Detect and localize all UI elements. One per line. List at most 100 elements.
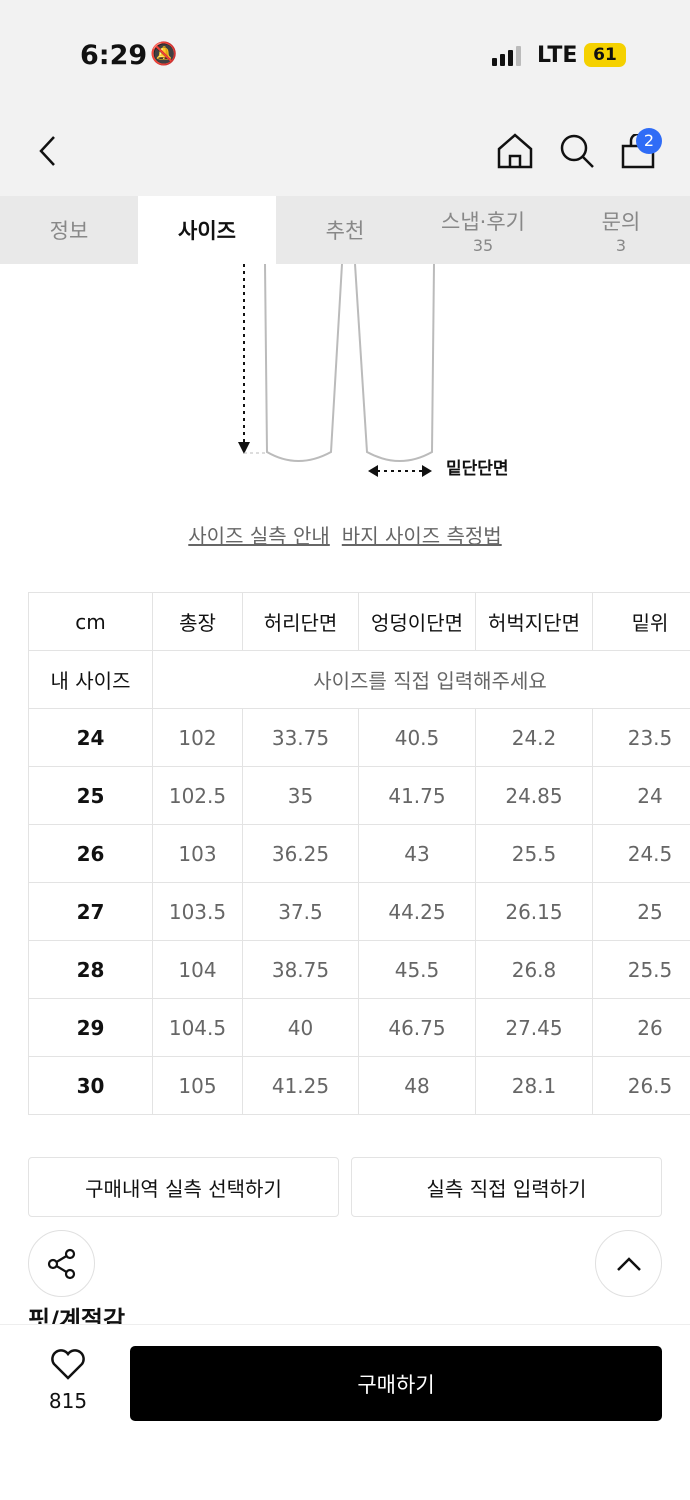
header-cell: 밑위: [592, 592, 690, 651]
my-size-label: 내 사이즈: [28, 650, 153, 709]
scroll-top-button[interactable]: [595, 1230, 662, 1297]
size-cell: 24: [28, 708, 153, 767]
tab-reviews[interactable]: 스냅·후기 35: [414, 196, 552, 264]
buy-button[interactable]: 구매하기: [130, 1346, 662, 1421]
table-row: 30 105 41.25 48 28.1 26.5: [28, 1056, 690, 1115]
size-cell: 29: [28, 998, 153, 1057]
header-cell: cm: [28, 592, 153, 651]
measure-cell: 24.2: [475, 708, 593, 767]
table-header-row: cm 총장 허리단면 엉덩이단면 허벅지단면 밑위: [28, 592, 690, 651]
size-cell: 27: [28, 882, 153, 941]
table-row: 24 102 33.75 40.5 24.2 23.5: [28, 708, 690, 767]
hem-label: 밑단단면: [446, 459, 509, 479]
measure-cell: 103: [152, 824, 243, 883]
chevron-up-icon: [616, 1256, 641, 1271]
measure-cell: 24: [592, 766, 690, 825]
like-button[interactable]: 815: [38, 1349, 98, 1413]
top-nav: 2: [0, 110, 690, 196]
measure-cell: 43: [358, 824, 476, 883]
tab-count: 3: [615, 235, 627, 255]
status-bar: 6:29 🔕 LTE 61: [0, 0, 690, 110]
measure-cell: 104.5: [152, 998, 243, 1057]
tab-info[interactable]: 정보: [0, 196, 138, 264]
tab-label: 추천: [325, 219, 365, 243]
table-row: 29 104.5 40 46.75 27.45 26: [28, 998, 690, 1057]
measure-cell: 105: [152, 1056, 243, 1115]
measure-cell: 41.25: [242, 1056, 359, 1115]
measure-cell: 23.5: [592, 708, 690, 767]
measure-cell: 48: [358, 1056, 476, 1115]
measure-cell: 26: [592, 998, 690, 1057]
tab-count: 35: [472, 235, 494, 255]
measure-cell: 26.15: [475, 882, 593, 941]
measure-cell: 24.5: [592, 824, 690, 883]
size-cell: 25: [28, 766, 153, 825]
table-row: 26 103 36.25 43 25.5 24.5: [28, 824, 690, 883]
like-count: 815: [48, 1389, 88, 1413]
home-icon[interactable]: [496, 132, 534, 170]
tab-inquiry[interactable]: 문의 3: [552, 196, 690, 264]
tab-bar: 정보 사이즈 추천 스냅·후기 35 문의 3: [0, 196, 690, 264]
back-icon[interactable]: [36, 134, 60, 168]
measure-cell: 25: [592, 882, 690, 941]
tab-label: 스냅·후기: [441, 209, 525, 234]
pants-size-diagram: 밑단단면: [0, 263, 690, 494]
pants-illustration: [238, 263, 435, 477]
measure-cell: 102.5: [152, 766, 243, 825]
share-button[interactable]: [28, 1230, 95, 1297]
header-cell: 총장: [152, 592, 243, 651]
measure-cell: 25.5: [475, 824, 593, 883]
tab-label: 정보: [49, 219, 89, 243]
measure-cell: 36.25: [242, 824, 359, 883]
measure-cell: 104: [152, 940, 243, 999]
battery-icon: 61: [584, 43, 626, 67]
bell-muted-icon: 🔕: [150, 42, 178, 67]
measure-cell: 102: [152, 708, 243, 767]
measure-cell: 41.75: [358, 766, 476, 825]
measure-cell: 26.5: [592, 1056, 690, 1115]
size-guide-links: 사이즈 실측 안내 바지 사이즈 측정법: [0, 520, 690, 549]
header-cell: 허벅지단면: [475, 592, 593, 651]
measure-cell: 46.75: [358, 998, 476, 1057]
clock: 6:29: [80, 40, 148, 71]
table-row: 27 103.5 37.5 44.25 26.15 25: [28, 882, 690, 941]
purchase-history-size-button[interactable]: 구매내역 실측 선택하기: [28, 1157, 339, 1217]
tab-size[interactable]: 사이즈: [138, 196, 276, 264]
measure-cell: 103.5: [152, 882, 243, 941]
header-cell: 엉덩이단면: [358, 592, 476, 651]
my-size-row[interactable]: 내 사이즈 사이즈를 직접 입력해주세요: [28, 650, 690, 709]
measure-cell: 24.85: [475, 766, 593, 825]
size-cell: 30: [28, 1056, 153, 1115]
share-icon: [47, 1248, 75, 1279]
direct-input-size-button[interactable]: 실측 직접 입력하기: [351, 1157, 662, 1217]
header-cell: 허리단면: [242, 592, 359, 651]
table-row: 28 104 38.75 45.5 26.8 25.5: [28, 940, 690, 999]
size-cell: 28: [28, 940, 153, 999]
size-guide-link[interactable]: 사이즈 실측 안내: [188, 524, 330, 548]
measure-cell: 38.75: [242, 940, 359, 999]
measure-cell: 40.5: [358, 708, 476, 767]
tab-label: 문의: [601, 209, 641, 234]
table-row: 25 102.5 35 41.75 24.85 24: [28, 766, 690, 825]
measure-cell: 28.1: [475, 1056, 593, 1115]
bottom-bar: 815 구매하기: [0, 1324, 690, 1500]
size-table: cm 총장 허리단면 엉덩이단면 허벅지단면 밑위 내 사이즈 사이즈를 직접 …: [28, 592, 690, 1115]
heart-icon: [51, 1349, 85, 1380]
measure-cell: 37.5: [242, 882, 359, 941]
search-icon[interactable]: [558, 132, 596, 170]
my-size-input[interactable]: 사이즈를 직접 입력해주세요: [152, 650, 690, 709]
measure-cell: 25.5: [592, 940, 690, 999]
cart-badge: 2: [636, 128, 662, 154]
tab-label: 사이즈: [178, 219, 236, 243]
section-title: 핏/계절감: [28, 1306, 126, 1324]
measure-cell: 44.25: [358, 882, 476, 941]
measure-cell: 45.5: [358, 940, 476, 999]
signal-icon: [492, 46, 521, 66]
network-type: LTE: [537, 43, 578, 68]
measure-cell: 33.75: [242, 708, 359, 767]
size-cell: 26: [28, 824, 153, 883]
measure-cell: 27.45: [475, 998, 593, 1057]
tab-recommend[interactable]: 추천: [276, 196, 414, 264]
measure-guide-link[interactable]: 바지 사이즈 측정법: [341, 524, 502, 548]
measure-cell: 40: [242, 998, 359, 1057]
